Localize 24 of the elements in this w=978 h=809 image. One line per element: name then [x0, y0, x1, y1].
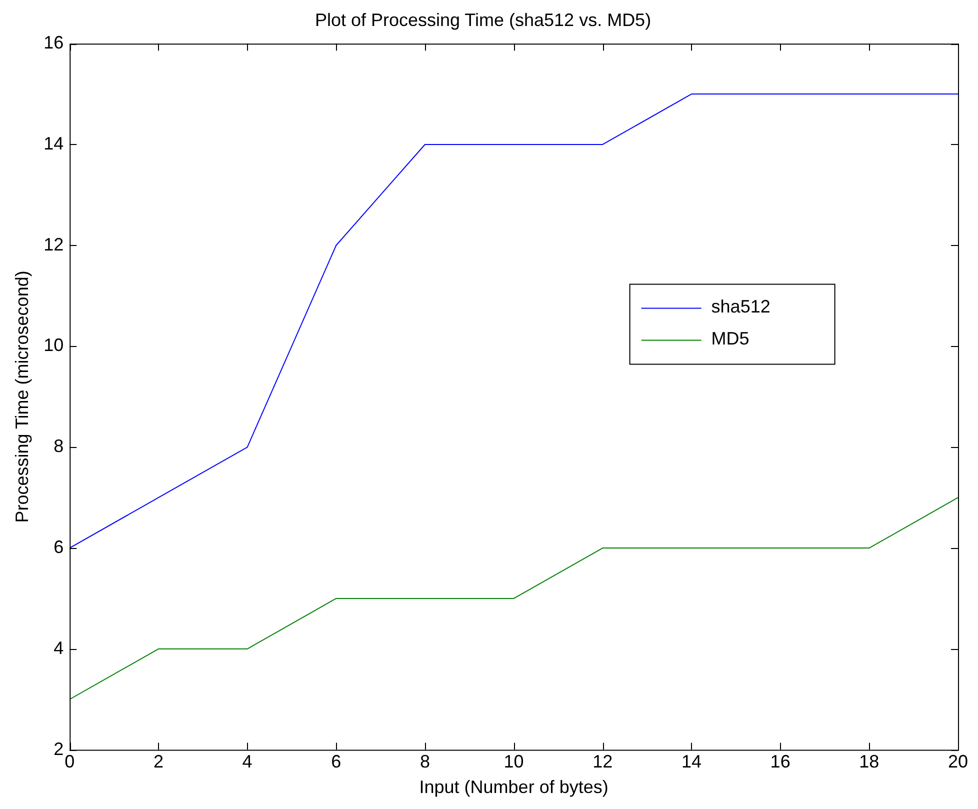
y-tick-label: 8 [54, 436, 64, 456]
chart-title: Plot of Processing Time (sha512 vs. MD5) [314, 10, 652, 30]
x-tick-label: 16 [770, 752, 790, 772]
y-tick-label: 4 [54, 638, 64, 658]
x-tick-label: 18 [859, 752, 880, 772]
y-axis-title: Processing Time (microsecond) [12, 270, 32, 523]
x-tick-label: 0 [64, 752, 75, 772]
x-axis-title: Input (Number of bytes) [419, 777, 608, 798]
legend-label: MD5 [711, 328, 750, 349]
x-tick-label: 4 [242, 752, 252, 772]
y-tick-label: 6 [54, 536, 64, 557]
x-tick-label: 12 [592, 752, 613, 772]
x-tick-label: 14 [681, 752, 702, 772]
x-tick-label: 6 [331, 752, 342, 772]
y-tick-label: 16 [44, 32, 64, 53]
legend-label: sha512 [711, 296, 770, 317]
x-tick-label: 2 [153, 752, 164, 772]
y-tick-label: 14 [44, 133, 64, 154]
y-tick-label: 2 [54, 738, 64, 759]
y-tick-label: 10 [44, 335, 64, 356]
y-tick-label: 12 [44, 234, 64, 254]
x-tick-label: 10 [504, 752, 524, 772]
x-tick-label: 8 [420, 752, 430, 772]
x-tick-label: 20 [948, 752, 968, 772]
